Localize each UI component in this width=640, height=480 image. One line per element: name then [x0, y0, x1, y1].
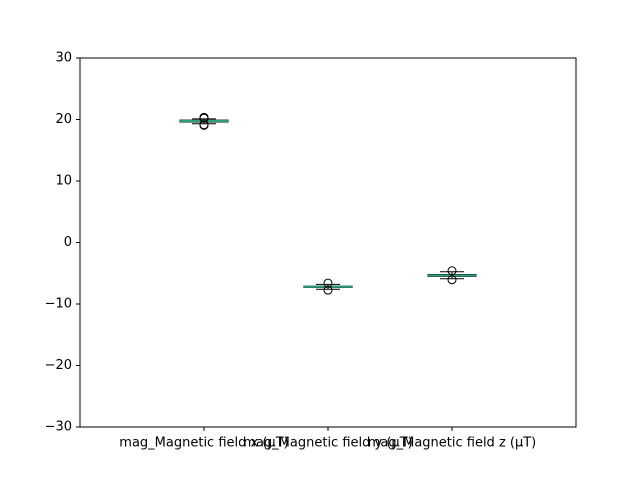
x-tick-label: mag_Magnetic field x (µT)	[119, 436, 288, 451]
x-tick-label: mag_Magnetic field z (µT)	[368, 436, 537, 451]
flier-point	[199, 120, 209, 130]
y-tick-label: 30	[55, 51, 72, 66]
y-tick-label: 10	[55, 174, 72, 189]
axes-frame	[79, 57, 577, 428]
x-tick-label: mag_Magnetic field y (µT)	[243, 436, 412, 451]
y-tick-label: −30	[45, 420, 72, 435]
y-axis: 30 20 10 0 −10 −20 −30	[45, 51, 80, 435]
plot-area	[179, 112, 477, 295]
flier-point	[323, 285, 333, 295]
y-tick-label: 0	[64, 235, 72, 250]
y-tick-label: −20	[45, 358, 72, 373]
flier-point	[447, 275, 457, 285]
box-3	[427, 266, 477, 285]
flier-point	[447, 266, 457, 276]
box-2	[303, 278, 353, 295]
box-1	[179, 112, 229, 130]
y-tick-label: 20	[55, 112, 72, 127]
y-tick-label: −10	[45, 297, 72, 312]
x-axis: mag_Magnetic field x (µT)mag_Magnetic fi…	[119, 427, 536, 451]
flier-point	[199, 112, 209, 122]
flier-point	[323, 278, 333, 288]
